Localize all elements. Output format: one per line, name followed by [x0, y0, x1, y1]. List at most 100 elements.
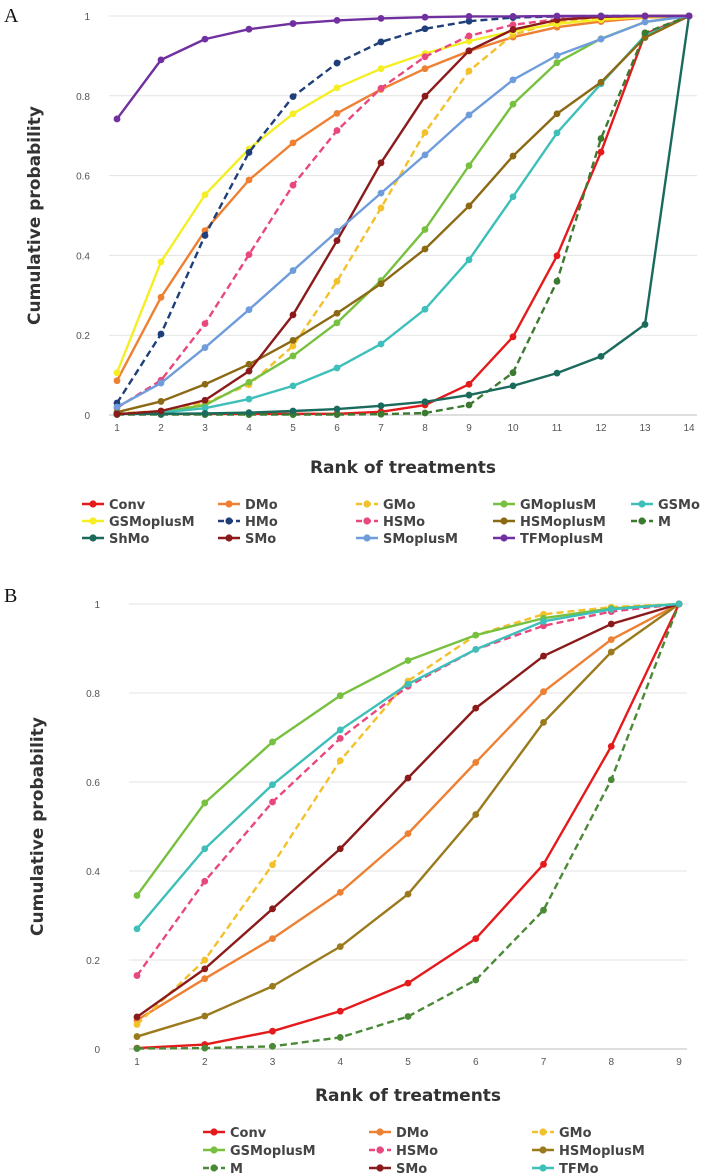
legend-label: DMo	[245, 498, 278, 513]
legend-label: GSMoplusM	[109, 515, 195, 530]
data-point	[509, 382, 517, 390]
data-point	[465, 111, 473, 119]
data-point	[333, 16, 341, 24]
data-point	[113, 410, 121, 418]
data-point	[553, 12, 561, 20]
y-axis-title: Cumulative probability	[28, 717, 48, 936]
legend-swatch-marker	[225, 534, 233, 542]
x-tick-label: 1	[114, 423, 120, 434]
legend-label: SMoplusM	[383, 532, 458, 547]
x-tick-label: 3	[202, 423, 208, 434]
legend-swatch-marker	[210, 1128, 218, 1136]
data-point	[540, 652, 547, 660]
data-point	[553, 52, 561, 59]
legend-item: ShMo	[82, 532, 150, 547]
data-point	[509, 369, 517, 377]
data-point	[157, 330, 165, 338]
data-point	[289, 342, 297, 350]
x-tick-label: 12	[595, 423, 607, 434]
data-point	[509, 100, 517, 108]
data-point	[472, 976, 480, 984]
data-point	[404, 830, 412, 838]
data-point	[421, 398, 429, 406]
series-gsmoplusm	[133, 600, 683, 899]
data-point	[404, 890, 412, 898]
legend-label: HSMoplusM	[520, 515, 606, 530]
legend-label: GMo	[383, 498, 416, 513]
data-point	[509, 333, 517, 341]
data-point	[157, 379, 165, 387]
x-tick-label: 2	[202, 1057, 208, 1068]
data-point	[377, 204, 385, 212]
x-tick-label: 4	[337, 1057, 343, 1068]
data-point	[465, 162, 473, 170]
data-point	[597, 352, 605, 360]
data-point	[377, 189, 385, 197]
data-point	[201, 191, 209, 199]
legend-swatch-marker	[376, 1128, 384, 1136]
data-point	[421, 226, 429, 233]
data-point	[465, 391, 473, 399]
data-point	[336, 1034, 344, 1041]
legend-label: HSMo	[383, 515, 425, 530]
legend-item: GMoplusM	[493, 498, 596, 513]
data-point	[269, 861, 276, 869]
x-tick-label: 5	[290, 423, 296, 434]
data-point	[289, 110, 297, 118]
x-tick-label: 11	[552, 423, 563, 434]
data-point	[336, 888, 344, 896]
data-point	[113, 369, 121, 377]
data-point	[377, 410, 385, 418]
data-point	[289, 181, 297, 189]
legend-item: Conv	[82, 498, 146, 513]
data-point	[540, 906, 547, 914]
x-tick-label: 6	[473, 1057, 479, 1068]
data-point	[404, 774, 412, 782]
data-point	[333, 84, 341, 92]
data-point	[201, 877, 209, 885]
data-point	[553, 277, 561, 285]
data-point	[421, 25, 429, 33]
data-point	[421, 13, 429, 21]
data-point	[404, 680, 412, 688]
data-point	[465, 401, 473, 409]
data-point	[201, 35, 209, 43]
legend-item: SMo	[369, 1162, 427, 1175]
data-point	[333, 405, 341, 413]
legend-swatch-marker	[363, 517, 371, 525]
x-tick-label: 4	[246, 423, 252, 434]
data-point	[333, 109, 341, 117]
data-point	[607, 636, 615, 643]
data-point	[201, 404, 209, 412]
data-point	[641, 321, 649, 328]
legend-item: GMo	[356, 498, 416, 513]
legend-item: DMo	[369, 1126, 429, 1141]
data-point	[509, 76, 517, 84]
data-point	[133, 1013, 141, 1021]
data-point	[245, 360, 253, 368]
data-point	[333, 277, 341, 285]
data-point	[553, 59, 561, 67]
x-tick-label: 3	[270, 1057, 276, 1068]
data-point	[201, 799, 209, 807]
x-axis-title: Rank of treatments	[310, 458, 496, 478]
series-line	[117, 15, 691, 416]
legend-label: HMo	[245, 515, 278, 530]
data-point	[421, 409, 429, 417]
data-point	[377, 402, 385, 410]
legend-label: GMo	[559, 1126, 592, 1141]
data-point	[113, 377, 121, 385]
data-point	[289, 20, 297, 27]
data-point	[245, 395, 253, 403]
data-point	[377, 159, 385, 167]
legend-item: SMoplusM	[356, 532, 458, 547]
legend-item: M	[631, 515, 671, 530]
data-point	[157, 398, 165, 405]
y-tick-label: 0.6	[86, 778, 100, 789]
chart-panel-b: B 0 0.2 0.4 0.6 0.8 1 1 2 3 4 5 6 7 8 9 Rank of treatmen…	[4, 585, 687, 1175]
data-point	[472, 631, 480, 639]
legend-label: HSMo	[396, 1144, 438, 1159]
data-point	[133, 972, 141, 979]
data-point	[472, 704, 480, 712]
data-point	[540, 617, 547, 625]
